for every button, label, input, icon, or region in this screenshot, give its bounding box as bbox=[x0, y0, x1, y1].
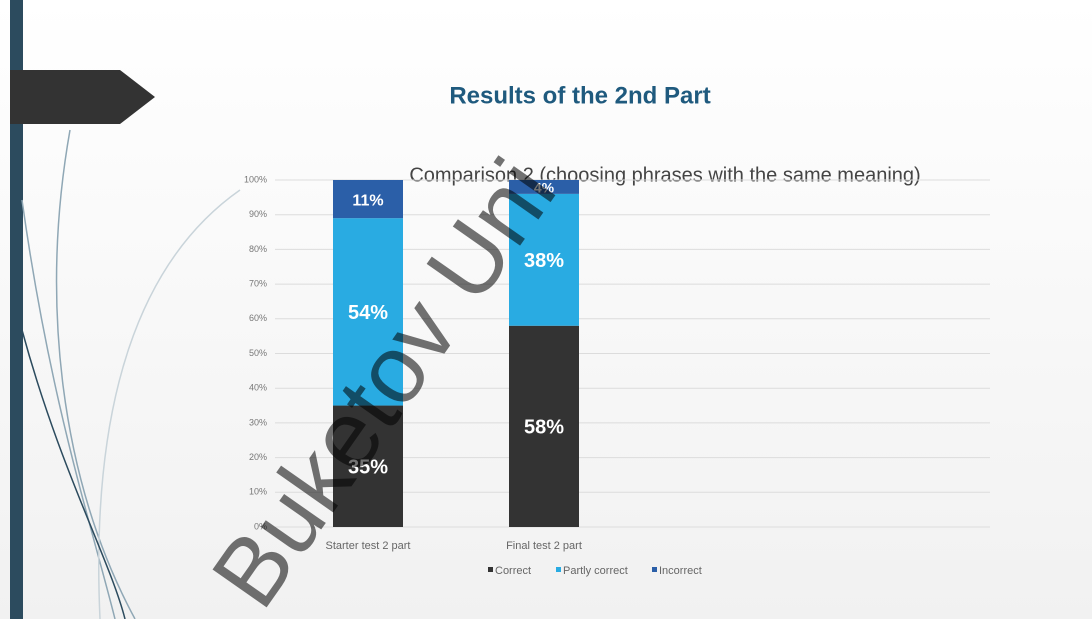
data-label: 58% bbox=[524, 417, 564, 439]
x-tick-label: Final test 2 part bbox=[506, 540, 582, 552]
title: Results of the 2nd Part bbox=[449, 82, 710, 109]
legend-label: Partly correct bbox=[563, 565, 628, 577]
data-label: 38% bbox=[524, 250, 564, 272]
legend-label: Incorrect bbox=[659, 565, 702, 577]
bar-segment bbox=[509, 180, 579, 194]
y-tick-label: 60% bbox=[249, 313, 267, 323]
plot: 0% 10% 20% 30% 40% 50% 60% 70% 80% 90% 100% Starter… bbox=[244, 174, 990, 577]
bar-segment bbox=[333, 405, 403, 527]
bar-segment bbox=[333, 180, 403, 219]
legend-label: Correct bbox=[495, 565, 531, 577]
y-tick-label: 0% bbox=[254, 521, 267, 531]
y-tick-label: 70% bbox=[249, 278, 267, 288]
data-label: 54% bbox=[348, 302, 388, 324]
bar-segment bbox=[333, 218, 403, 406]
bar-segment bbox=[509, 325, 579, 527]
legend-swatch bbox=[488, 567, 493, 572]
y-tick-label: 10% bbox=[249, 487, 267, 497]
bar-segment bbox=[509, 193, 579, 326]
y-tick-label: 80% bbox=[249, 244, 267, 254]
y-tick-label: 20% bbox=[249, 452, 267, 462]
arrow bbox=[10, 70, 155, 124]
x-tick-label: Starter test 2 part bbox=[326, 540, 411, 552]
legend-swatch bbox=[652, 567, 657, 572]
data-label: 4% bbox=[534, 180, 555, 196]
y-tick-label: 100% bbox=[244, 174, 267, 184]
y-tick-label: 50% bbox=[249, 348, 267, 358]
legend-swatch bbox=[556, 567, 561, 572]
data-label: 35% bbox=[348, 457, 388, 479]
y-tick-label: 40% bbox=[249, 383, 267, 393]
data-label: 11% bbox=[352, 192, 383, 209]
y-tick-label: 90% bbox=[249, 209, 267, 219]
side-bar bbox=[10, 0, 23, 619]
decorative-curves bbox=[21, 129, 241, 619]
y-tick-label: 30% bbox=[249, 417, 267, 427]
